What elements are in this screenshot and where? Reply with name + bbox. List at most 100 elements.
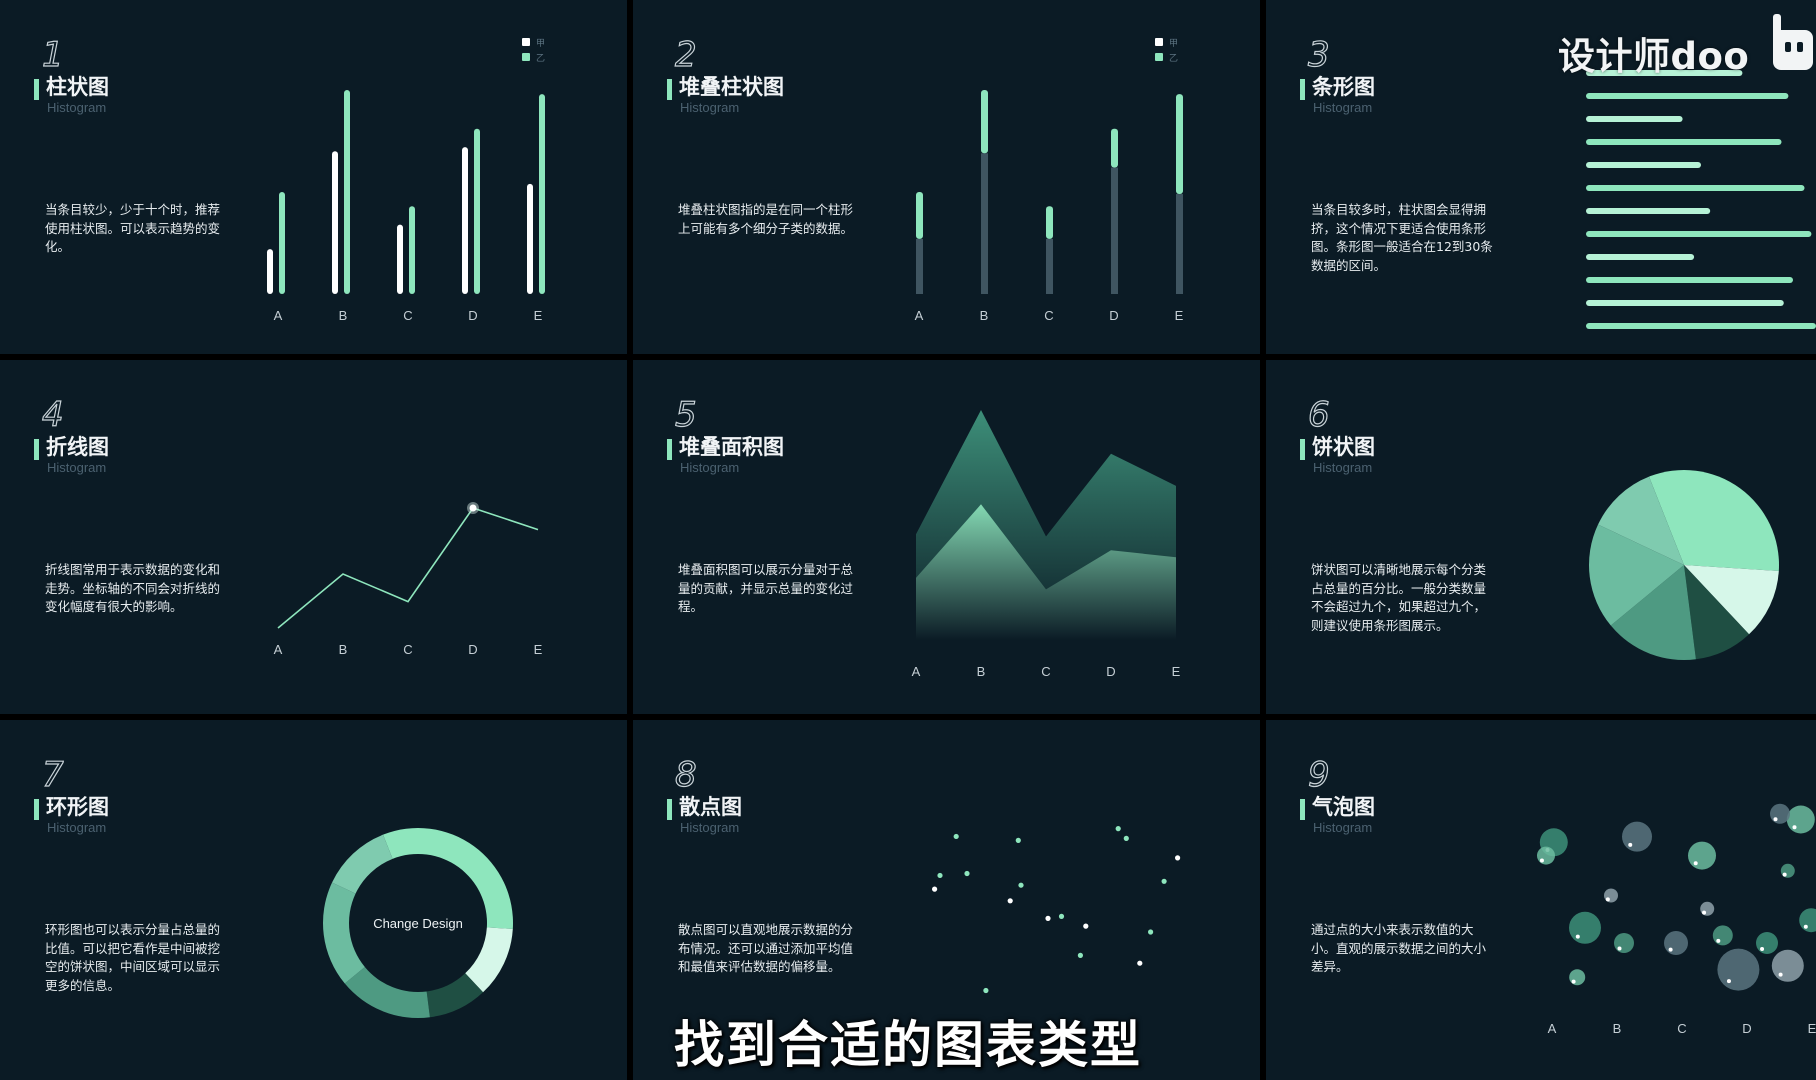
x-tick-label: B bbox=[977, 664, 986, 679]
title-accent-bar bbox=[1300, 799, 1305, 820]
bubble bbox=[1614, 933, 1634, 953]
slice-5 bbox=[1598, 476, 1684, 565]
bubble bbox=[1664, 931, 1688, 955]
hbar-10 bbox=[1586, 300, 1784, 306]
x-tick-label: B bbox=[339, 642, 348, 657]
panel-description: 当条目较少，少于十个时，推荐使用柱状图。可以表示趋势的变化。 bbox=[45, 202, 221, 254]
panel-subtitle: Histogram bbox=[47, 460, 107, 475]
slice-2 bbox=[426, 973, 484, 1018]
panel-title: 饼状图 bbox=[1312, 435, 1375, 459]
bubble-dot bbox=[1571, 979, 1576, 984]
panel-title: 气泡图 bbox=[1312, 795, 1375, 819]
scatter-point bbox=[1007, 898, 1013, 904]
panel-number: 7 bbox=[41, 755, 64, 795]
bubble bbox=[1569, 911, 1601, 944]
title-accent-bar bbox=[1300, 439, 1305, 460]
panel-number: 8 bbox=[674, 755, 697, 795]
bubble bbox=[1604, 888, 1618, 903]
scatter-point bbox=[1018, 882, 1024, 888]
line-series bbox=[277, 507, 539, 629]
x-tick-label: D bbox=[1742, 1021, 1751, 1036]
slice-3 bbox=[1610, 565, 1696, 660]
bubble bbox=[1700, 901, 1715, 916]
x-tick-label: C bbox=[1044, 308, 1053, 323]
scatter-point bbox=[932, 886, 938, 892]
line-chart: A B C D E bbox=[274, 502, 543, 657]
panel-line-chart: 4 折线图 Histogram 折线图常用于表示数据的变化和走势。坐标轴的不同会… bbox=[0, 360, 627, 714]
highlight-point bbox=[469, 504, 477, 512]
title-accent-bar bbox=[34, 79, 39, 100]
bubble-dot bbox=[1605, 897, 1610, 902]
x-tick-label: A bbox=[274, 642, 283, 657]
hbar-4 bbox=[1586, 162, 1701, 168]
bubble bbox=[1569, 969, 1586, 986]
panel-number: 1 bbox=[41, 35, 64, 75]
stack-top-C bbox=[1046, 206, 1053, 239]
slice-2 bbox=[1684, 565, 1750, 660]
hbar-11 bbox=[1586, 323, 1816, 329]
x-tick-label: B bbox=[1613, 1021, 1622, 1036]
bubble-dot bbox=[1693, 861, 1698, 866]
x-tick-label: A bbox=[274, 308, 283, 323]
bubble bbox=[1780, 863, 1795, 878]
hbar-2 bbox=[1586, 116, 1683, 122]
bubble-dot bbox=[1628, 842, 1633, 847]
slice-1 bbox=[1684, 565, 1779, 635]
bubble-dot bbox=[1668, 947, 1673, 952]
bubble-dot bbox=[1782, 872, 1787, 877]
stacked-area-chart: A B C D E bbox=[912, 410, 1181, 679]
scatter-point bbox=[1058, 913, 1065, 919]
bar-甲-D bbox=[462, 147, 468, 294]
hbar-0 bbox=[1586, 70, 1743, 76]
hbar-5 bbox=[1586, 185, 1805, 191]
stack-bottom-C bbox=[1046, 238, 1053, 294]
x-tick-label: A bbox=[915, 308, 924, 323]
bar-甲-C bbox=[397, 224, 403, 294]
bar-乙-E bbox=[539, 94, 545, 294]
hbar-6 bbox=[1586, 208, 1711, 214]
hbar-7 bbox=[1586, 231, 1812, 237]
scatter-point bbox=[1161, 878, 1167, 884]
panel-subtitle: Histogram bbox=[47, 100, 107, 115]
slice-4 bbox=[323, 882, 365, 984]
panel-horizontal-bar-chart: 3 条形图 Histogram 当条目较多时，柱状图会显得拥挤，这个情况下更适合… bbox=[1266, 0, 1816, 354]
bubble bbox=[1770, 803, 1790, 824]
panel-subtitle: Histogram bbox=[1313, 460, 1373, 475]
x-tick-label: E bbox=[1808, 1021, 1816, 1036]
bubble-dot bbox=[1702, 910, 1707, 915]
pie-chart bbox=[1589, 470, 1779, 660]
bubble bbox=[1771, 949, 1804, 982]
scatter-point bbox=[1045, 915, 1051, 921]
panel-bubble-chart: 9 气泡图 Histogram 通过点的大小来表示数值的大小。直观的展示数据之间… bbox=[1266, 720, 1816, 1080]
bar-乙-A bbox=[279, 192, 285, 294]
panel-description: 环形图也可以表示分量占总量的比值。可以把它看作是中间被挖空的饼状图，中间区域可以… bbox=[45, 922, 221, 993]
panel-title: 折线图 bbox=[46, 435, 109, 459]
title-accent-bar bbox=[667, 799, 672, 820]
stack-bottom-A bbox=[916, 238, 923, 294]
x-tick-label: C bbox=[1677, 1021, 1686, 1036]
panel-description: 折线图常用于表示数据的变化和走势。坐标轴的不同会对折线的变化幅度有很大的影响。 bbox=[45, 562, 221, 614]
panel-title: 散点图 bbox=[679, 795, 742, 819]
panel-number: 9 bbox=[1307, 755, 1330, 795]
panel-number: 5 bbox=[674, 395, 697, 435]
donut-chart: Change Design bbox=[323, 828, 514, 1018]
hbar-3 bbox=[1586, 139, 1782, 145]
x-tick-label: E bbox=[534, 642, 543, 657]
panel-number: 4 bbox=[41, 395, 64, 435]
bubble bbox=[1712, 925, 1733, 946]
bubble-dot bbox=[1716, 938, 1721, 943]
donut-center-label: Change Design bbox=[373, 916, 463, 931]
bubble bbox=[1688, 841, 1716, 870]
panel-title: 条形图 bbox=[1312, 75, 1375, 99]
slice-3 bbox=[344, 966, 430, 1018]
x-tick-label: B bbox=[339, 308, 348, 323]
scatter-point bbox=[1123, 835, 1129, 841]
stack-top-E bbox=[1176, 94, 1183, 195]
panel-scatter-chart: 8 散点图 Histogram 散点图可以直观地展示数据的分布情况。还可以通过添… bbox=[633, 720, 1260, 1080]
bubble bbox=[1717, 948, 1760, 991]
panel-title: 堆叠面积图 bbox=[679, 435, 784, 459]
bar-chart: A B C D E 甲乙 bbox=[267, 38, 545, 323]
panel-description: 通过点的大小来表示数值的大小。直观的展示数据之间的大小差异。 bbox=[1311, 922, 1487, 974]
x-tick-label: A bbox=[1548, 1021, 1557, 1036]
panel-description: 散点图可以直观地展示数据的分布情况。还可以通过添加平均值和最值来评估数据的偏移量… bbox=[678, 922, 854, 974]
